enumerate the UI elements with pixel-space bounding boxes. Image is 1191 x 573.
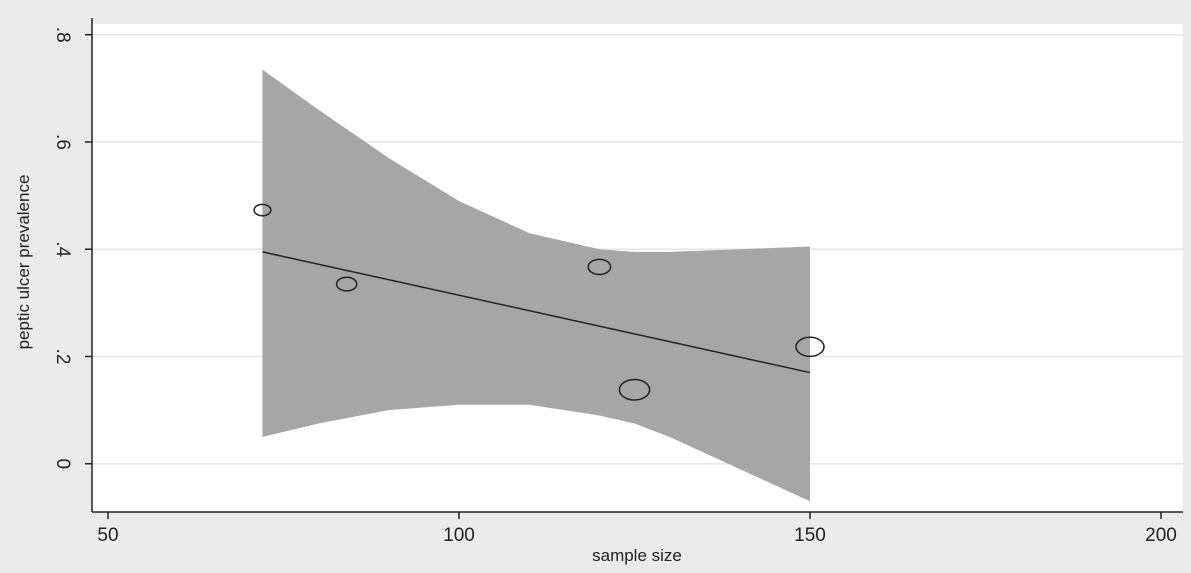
y-axis-title: peptic ulcer prevalence (14, 175, 33, 350)
y-tick-label-4: .8 (52, 27, 73, 43)
y-tick-label-1: .2 (52, 349, 73, 365)
fit-line-group (262, 251, 811, 374)
data-point-1 (335, 276, 358, 292)
data-point-3 (618, 378, 651, 401)
x-axis-title: sample size (592, 546, 682, 565)
data-point-2 (587, 258, 612, 276)
x-tick-label-0: 50 (97, 525, 118, 546)
x-tick-label-2: 150 (794, 525, 826, 546)
tick-labels: 50 100 150 200 0 .2 .4 .6 .8 (52, 27, 1177, 546)
confidence-band (262, 69, 810, 502)
ci-band (262, 69, 810, 502)
axes (85, 18, 1183, 519)
y-tick-label-0: 0 (52, 458, 73, 469)
data-point-0 (253, 203, 272, 217)
x-tick-label-3: 200 (1145, 525, 1177, 546)
fit-line (262, 251, 811, 374)
data-point-4 (795, 336, 825, 358)
y-tick-label-3: .6 (52, 134, 73, 150)
x-tick-label-1: 100 (443, 525, 475, 546)
y-tick-label-2: .4 (52, 241, 73, 257)
data-points (253, 203, 825, 401)
